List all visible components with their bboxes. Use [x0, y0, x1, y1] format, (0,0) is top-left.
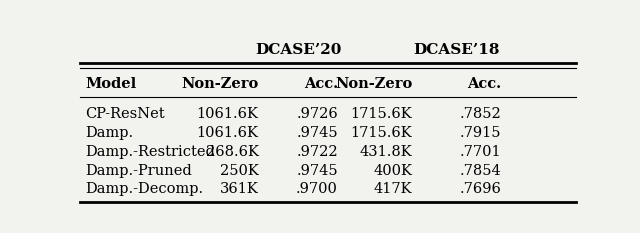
Text: Acc.: Acc. [304, 78, 338, 92]
Text: 417K: 417K [374, 182, 412, 196]
Text: Non-Zero: Non-Zero [181, 78, 259, 92]
Text: .7854: .7854 [460, 164, 502, 178]
Text: CP-ResNet: CP-ResNet [85, 107, 164, 121]
Text: 268.6K: 268.6K [205, 145, 259, 159]
Text: .9722: .9722 [296, 145, 338, 159]
Text: 1061.6K: 1061.6K [196, 107, 259, 121]
Text: Damp.-Pruned: Damp.-Pruned [85, 164, 192, 178]
Text: .7696: .7696 [460, 182, 502, 196]
Text: 1715.6K: 1715.6K [351, 107, 412, 121]
Text: .7852: .7852 [460, 107, 502, 121]
Text: DCASE’18: DCASE’18 [413, 43, 500, 57]
Text: .7701: .7701 [460, 145, 502, 159]
Text: 1715.6K: 1715.6K [351, 126, 412, 140]
Text: Acc.: Acc. [467, 78, 502, 92]
Text: 1061.6K: 1061.6K [196, 126, 259, 140]
Text: Non-Zero: Non-Zero [335, 78, 412, 92]
Text: 400K: 400K [373, 164, 412, 178]
Text: Damp.: Damp. [85, 126, 133, 140]
Text: .9745: .9745 [296, 126, 338, 140]
Text: Damp.-Decomp.: Damp.-Decomp. [85, 182, 203, 196]
Text: 431.8K: 431.8K [360, 145, 412, 159]
Text: .7915: .7915 [460, 126, 502, 140]
Text: 250K: 250K [220, 164, 259, 178]
Text: .9745: .9745 [296, 164, 338, 178]
Text: .9726: .9726 [296, 107, 338, 121]
Text: 361K: 361K [220, 182, 259, 196]
Text: DCASE’20: DCASE’20 [255, 43, 341, 57]
Text: Model: Model [85, 78, 136, 92]
Text: Damp.-Restricted: Damp.-Restricted [85, 145, 215, 159]
Text: .9700: .9700 [296, 182, 338, 196]
